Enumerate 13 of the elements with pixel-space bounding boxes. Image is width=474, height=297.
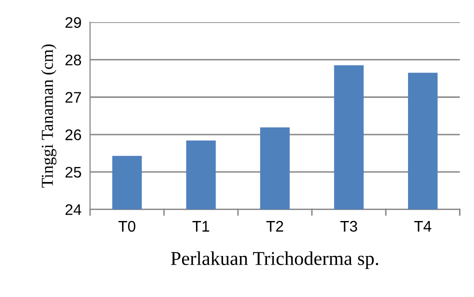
y-tick-label: 29	[66, 17, 82, 28]
y-tick-label: 25	[66, 166, 82, 178]
y-tick-label: 24	[66, 204, 82, 215]
x-tick-label: T3	[340, 220, 358, 232]
x-tick-label: T1	[192, 221, 210, 232]
y-tick-label: 27	[66, 92, 81, 103]
x-tick-label: T4	[414, 221, 432, 232]
y-tick-label: 28	[66, 54, 82, 66]
x-axis-title: Perlakuan Trichoderma sp.	[170, 251, 378, 270]
y-axis-title: Tinggi Tanaman (cm)	[41, 44, 56, 188]
x-tick-label: T2	[266, 220, 284, 232]
y-tick-label: 26	[66, 129, 82, 140]
x-tick-label: T0	[118, 220, 136, 232]
